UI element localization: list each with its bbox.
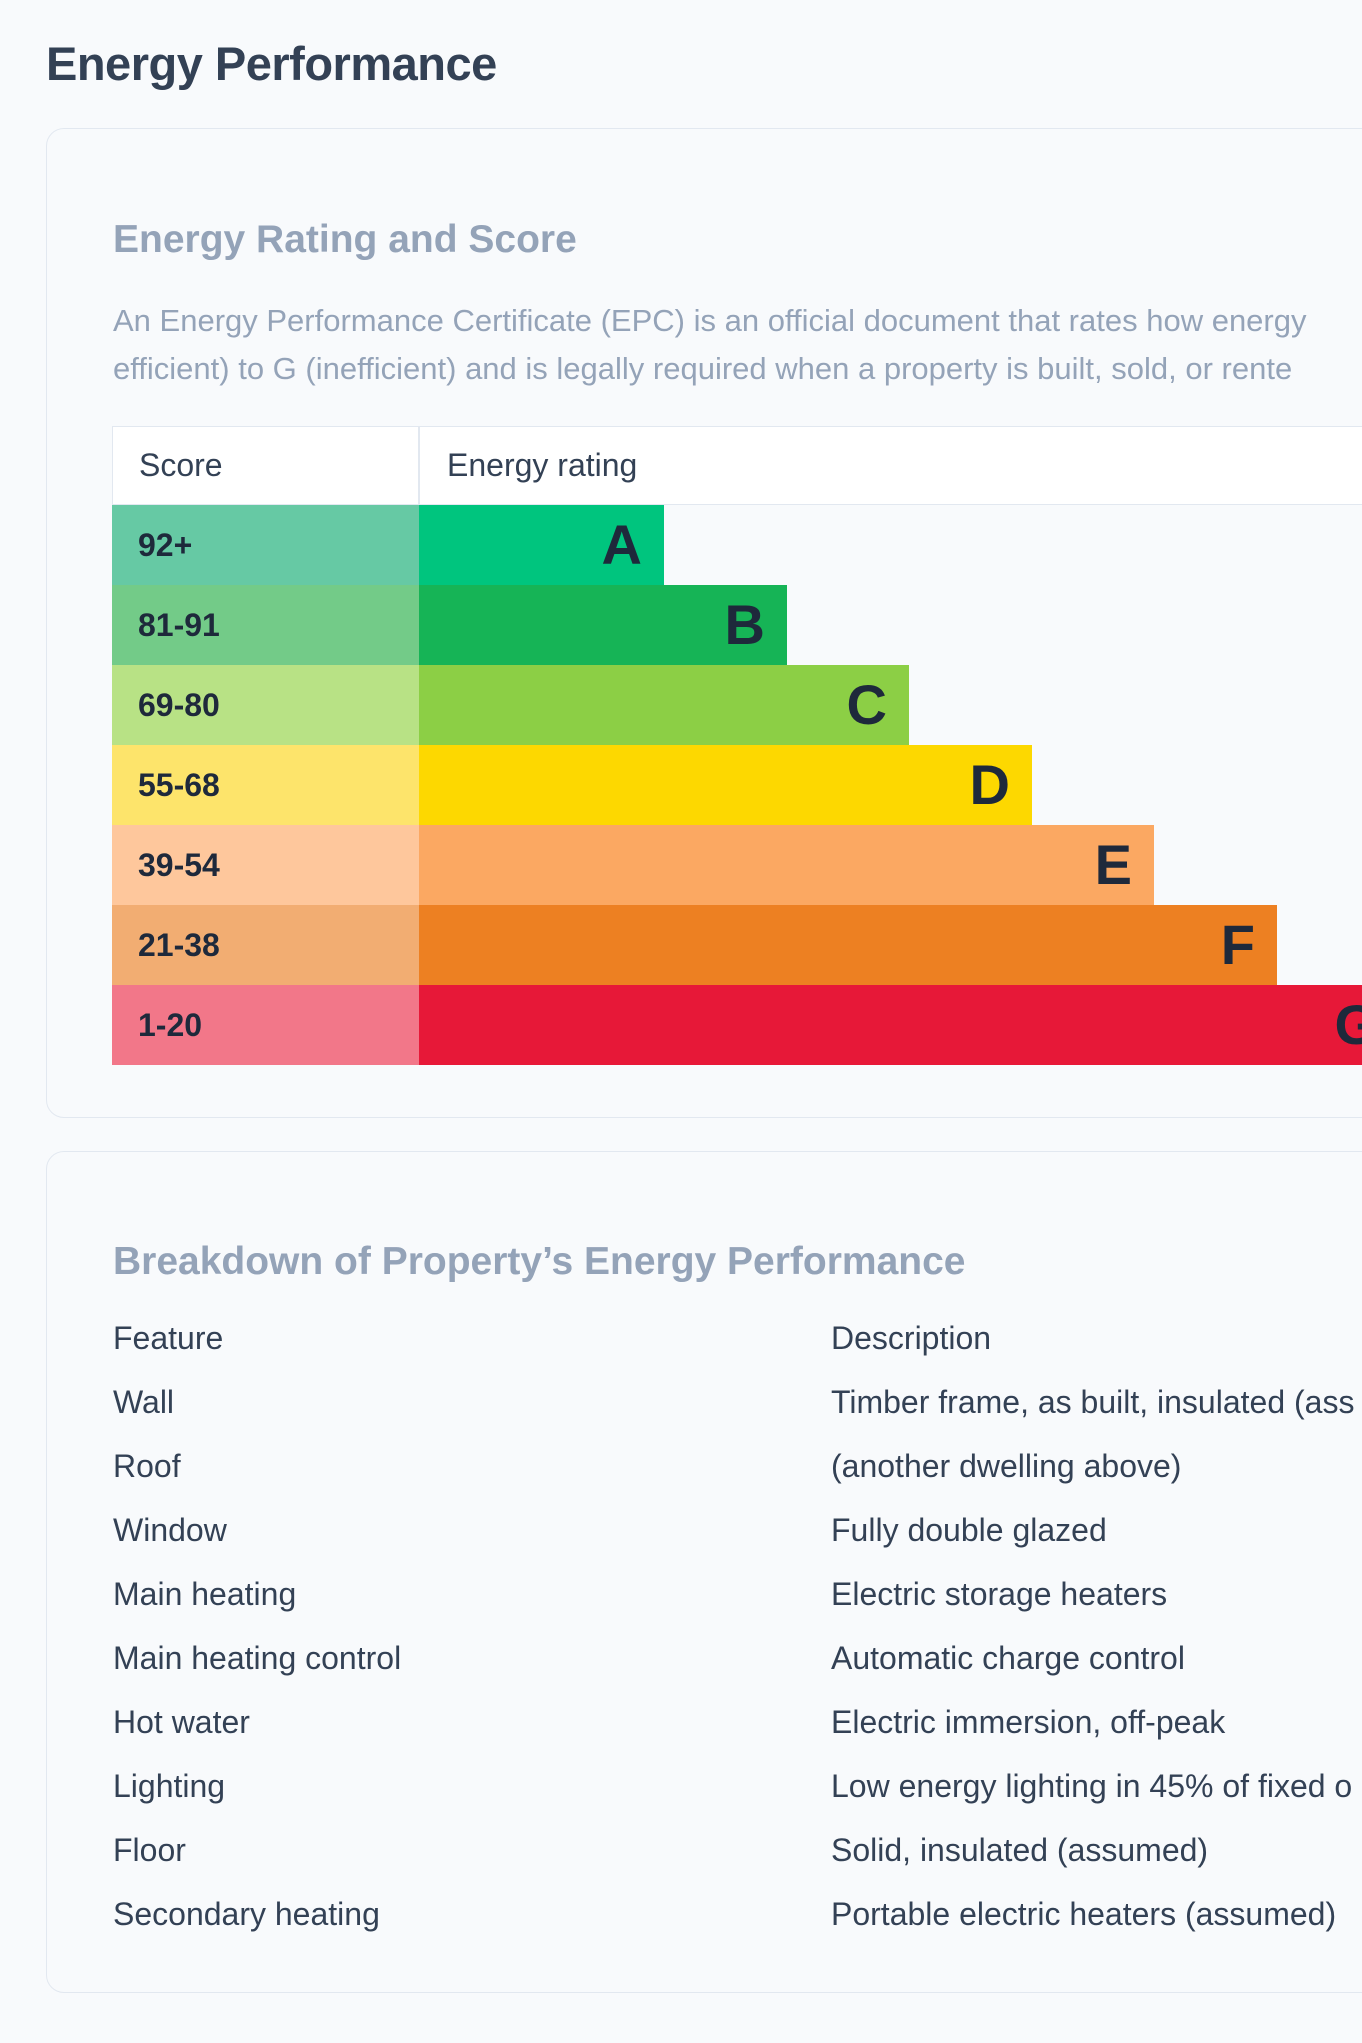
breakdown-row: Window Fully double glazed	[113, 1512, 1362, 1576]
breakdown-row: Wall Timber frame, as built, insulated (a…	[113, 1384, 1362, 1448]
epc-rating-table: Score Energy rating 92+ A 81-91 B 69-80 C 55-6…	[112, 426, 1362, 1065]
rating-letter: A	[601, 513, 642, 576]
feature-cell: Main heating control	[113, 1640, 402, 1676]
feature-cell: Hot water	[113, 1704, 250, 1740]
breakdown-table-body: Wall Timber frame, as built, insulated (a…	[113, 1384, 1362, 1960]
rating-bar-d: D	[419, 745, 1032, 825]
breakdown-table: Feature Description Wall Timber frame, as…	[113, 1320, 1362, 1960]
band-bar-cell: G	[419, 985, 1362, 1065]
rating-letter: D	[969, 753, 1010, 816]
breakdown-row: Roof (another dwelling above)	[113, 1448, 1362, 1512]
feature-column-header: Feature	[113, 1320, 224, 1356]
band-bar-cell: B	[419, 585, 1362, 665]
epc-band-row: 55-68 D	[112, 745, 1362, 825]
breakdown-row: Secondary heating Portable electric heate…	[113, 1896, 1362, 1960]
breakdown-row: Hot water Electric immersion, off-peak	[113, 1704, 1362, 1768]
page-title: Energy Performance	[46, 37, 497, 90]
rating-bar-a: A	[419, 505, 664, 585]
energy-rating-card: Energy Rating and Score An Energy Perfor…	[46, 128, 1362, 1118]
description-cell: Low energy lighting in 45% of fixed o	[831, 1768, 1353, 1804]
description-cell: Automatic charge control	[831, 1640, 1185, 1676]
epc-band-row: 81-91 B	[112, 585, 1362, 665]
breakdown-row: Lighting Low energy lighting in 45% of fi…	[113, 1768, 1362, 1832]
band-score-cell: 81-91	[112, 585, 419, 665]
feature-cell: Main heating	[113, 1576, 297, 1612]
breakdown-row: Main heating control Automatic charge con…	[113, 1640, 1362, 1704]
epc-description-line-1: An Energy Performance Certificate (EPC) …	[113, 303, 1307, 338]
feature-cell: Wall	[113, 1384, 175, 1420]
rating-letter: E	[1094, 833, 1132, 896]
epc-description: An Energy Performance Certificate (EPC) …	[113, 297, 1362, 393]
rating-letter: G	[1334, 993, 1362, 1056]
breakdown-row: Floor Solid, insulated (assumed)	[113, 1832, 1362, 1896]
feature-cell: Window	[113, 1512, 227, 1548]
band-score-cell: 92+	[112, 505, 419, 585]
description-cell: Portable electric heaters (assumed)	[831, 1896, 1337, 1932]
epc-table-header: Score Energy rating	[112, 426, 1362, 505]
epc-band-row: 69-80 C	[112, 665, 1362, 745]
epc-description-line-2: efficient) to G (inefficient) and is leg…	[113, 351, 1293, 386]
band-score-cell: 1-20	[112, 985, 419, 1065]
band-score-cell: 69-80	[112, 665, 419, 745]
description-cell: Electric storage heaters	[831, 1576, 1168, 1612]
band-bar-cell: D	[419, 745, 1362, 825]
feature-cell: Secondary heating	[113, 1896, 380, 1932]
rating-bar-c: C	[419, 665, 909, 745]
rating-bar-e: E	[419, 825, 1154, 905]
score-column-header: Score	[113, 427, 420, 504]
description-cell: Electric immersion, off-peak	[831, 1704, 1226, 1740]
rating-bar-b: B	[419, 585, 787, 665]
rating-letter: C	[846, 673, 887, 736]
band-bar-cell: C	[419, 665, 1362, 745]
epc-band-row: 1-20 G	[112, 985, 1362, 1065]
band-bar-cell: A	[419, 505, 1362, 585]
feature-cell: Floor	[113, 1832, 186, 1868]
description-column-header: Description	[831, 1320, 992, 1356]
band-score-cell: 39-54	[112, 825, 419, 905]
band-score-cell: 55-68	[112, 745, 419, 825]
breakdown-row: Main heating Electric storage heaters	[113, 1576, 1362, 1640]
breakdown-title: Breakdown of Property’s Energy Performan…	[113, 1240, 966, 1283]
feature-cell: Lighting	[113, 1768, 226, 1804]
breakdown-header-row: Feature Description	[113, 1320, 1362, 1384]
band-score-cell: 21-38	[112, 905, 419, 985]
epc-band-row: 92+ A	[112, 505, 1362, 585]
epc-table-body: 92+ A 81-91 B 69-80 C 55-68 D 39-54 E 21-38 F 1-20 G	[112, 505, 1362, 1065]
rating-letter: B	[724, 593, 765, 656]
rating-bar-f: F	[419, 905, 1277, 985]
description-cell: Solid, insulated (assumed)	[831, 1832, 1209, 1868]
description-cell: Timber frame, as built, insulated (ass	[831, 1384, 1355, 1420]
rating-column-header: Energy rating	[447, 447, 638, 483]
description-cell: Fully double glazed	[831, 1512, 1107, 1548]
rating-bar-g: G	[419, 985, 1362, 1065]
epc-band-row: 39-54 E	[112, 825, 1362, 905]
energy-rating-title: Energy Rating and Score	[113, 218, 577, 261]
feature-cell: Roof	[113, 1448, 181, 1484]
rating-letter: F	[1220, 913, 1255, 976]
band-bar-cell: F	[419, 905, 1362, 985]
band-bar-cell: E	[419, 825, 1362, 905]
epc-band-row: 21-38 F	[112, 905, 1362, 985]
description-cell: (another dwelling above)	[831, 1448, 1182, 1484]
breakdown-card: Breakdown of Property’s Energy Performan…	[46, 1151, 1362, 1993]
